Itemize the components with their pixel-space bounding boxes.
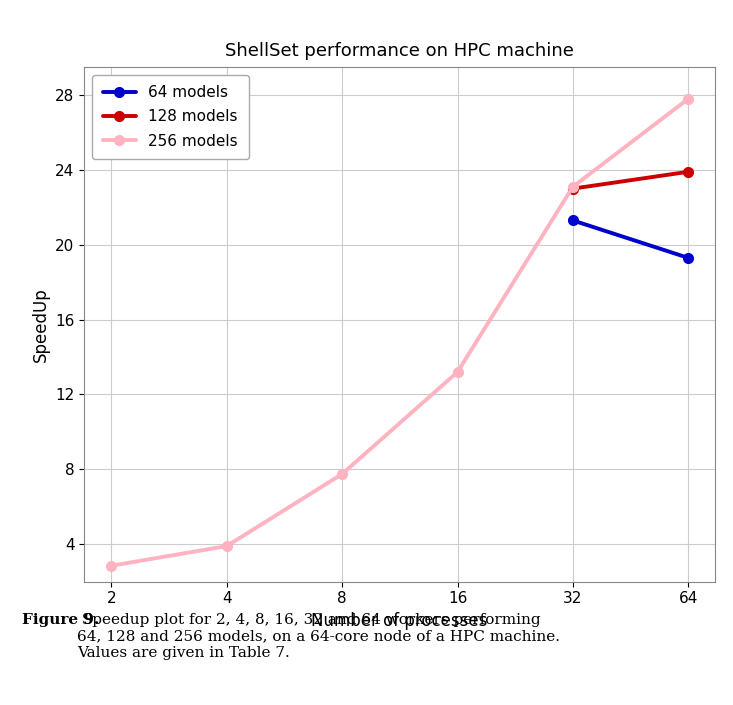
256 models: [222, 542, 231, 551]
256 models: [453, 368, 462, 376]
64 models: [569, 216, 578, 225]
Title: ShellSet performance on HPC machine: ShellSet performance on HPC machine: [225, 42, 574, 60]
Text: Speedup plot for 2, 4, 8, 16, 32 and 64 workers performing
64, 128 and 256 model: Speedup plot for 2, 4, 8, 16, 32 and 64 …: [77, 613, 560, 660]
256 models: [684, 94, 693, 103]
128 models: [684, 168, 693, 176]
Line: 256 models: 256 models: [106, 94, 693, 570]
Line: 128 models: 128 models: [568, 167, 693, 193]
256 models: [107, 561, 116, 570]
256 models: [338, 470, 347, 478]
X-axis label: Number of processes: Number of processes: [312, 612, 487, 630]
Text: Figure 9.: Figure 9.: [22, 613, 100, 627]
256 models: [569, 183, 578, 191]
64 models: [684, 254, 693, 262]
Line: 64 models: 64 models: [568, 216, 693, 263]
Legend: 64 models, 128 models, 256 models: 64 models, 128 models, 256 models: [92, 75, 248, 159]
128 models: [569, 185, 578, 193]
Y-axis label: SpeedUp: SpeedUp: [32, 287, 50, 362]
